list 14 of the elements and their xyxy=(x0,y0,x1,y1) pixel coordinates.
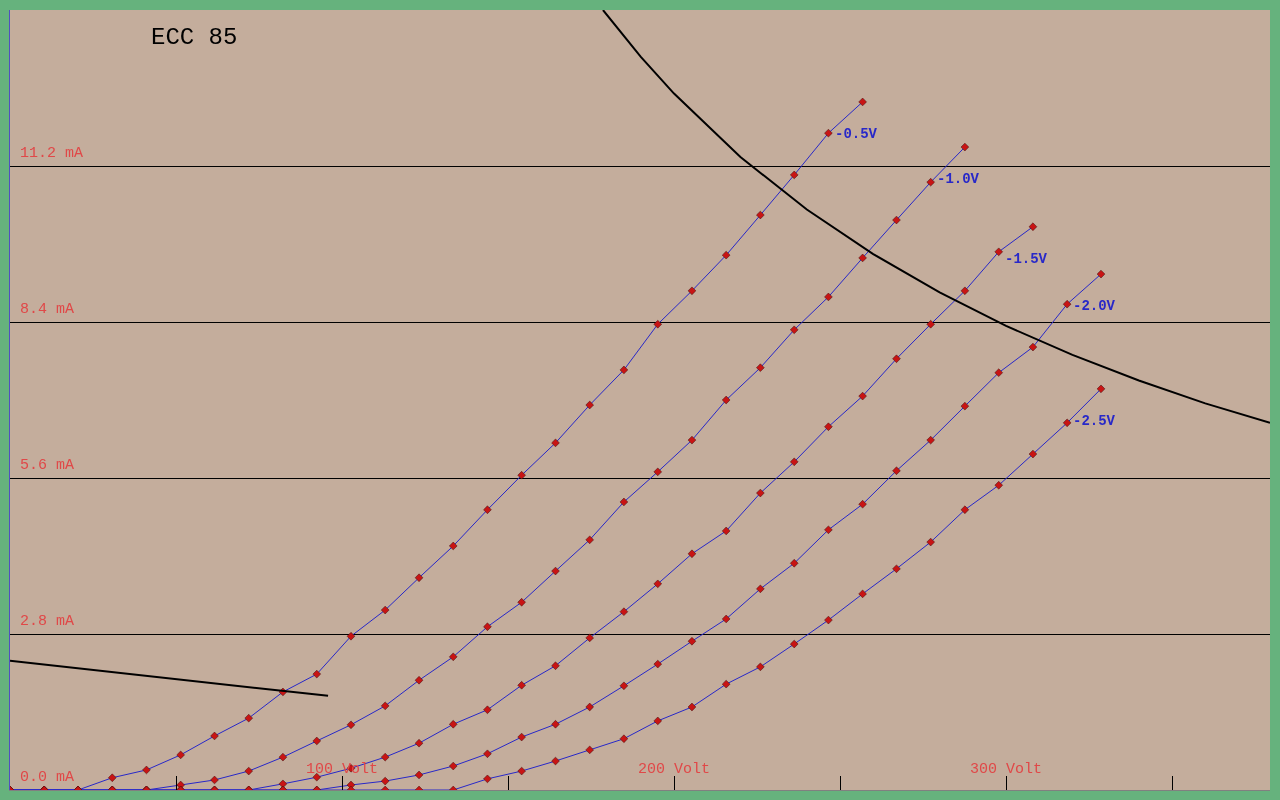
series-label: -1.5V xyxy=(1005,251,1048,267)
series-label: -2.5V xyxy=(1073,413,1116,429)
x-tick-label: 300 Volt xyxy=(970,761,1043,778)
series-label: -0.5V xyxy=(835,126,878,142)
x-tick-label: 100 Volt xyxy=(306,761,379,778)
text: ECC 85 xyxy=(151,24,238,51)
x-tick-label: 200 Volt xyxy=(638,761,711,778)
y-tick-label: 11.2 mA xyxy=(20,145,84,162)
y-tick-label: 2.8 mA xyxy=(20,613,75,630)
series-label: -1.0V xyxy=(937,171,980,187)
series-label: -2.0V xyxy=(1073,298,1116,314)
y-tick-label: 8.4 mA xyxy=(20,301,75,318)
y-tick-label: 0.0 mA xyxy=(20,769,75,786)
y-tick-label: 5.6 mA xyxy=(20,457,75,474)
